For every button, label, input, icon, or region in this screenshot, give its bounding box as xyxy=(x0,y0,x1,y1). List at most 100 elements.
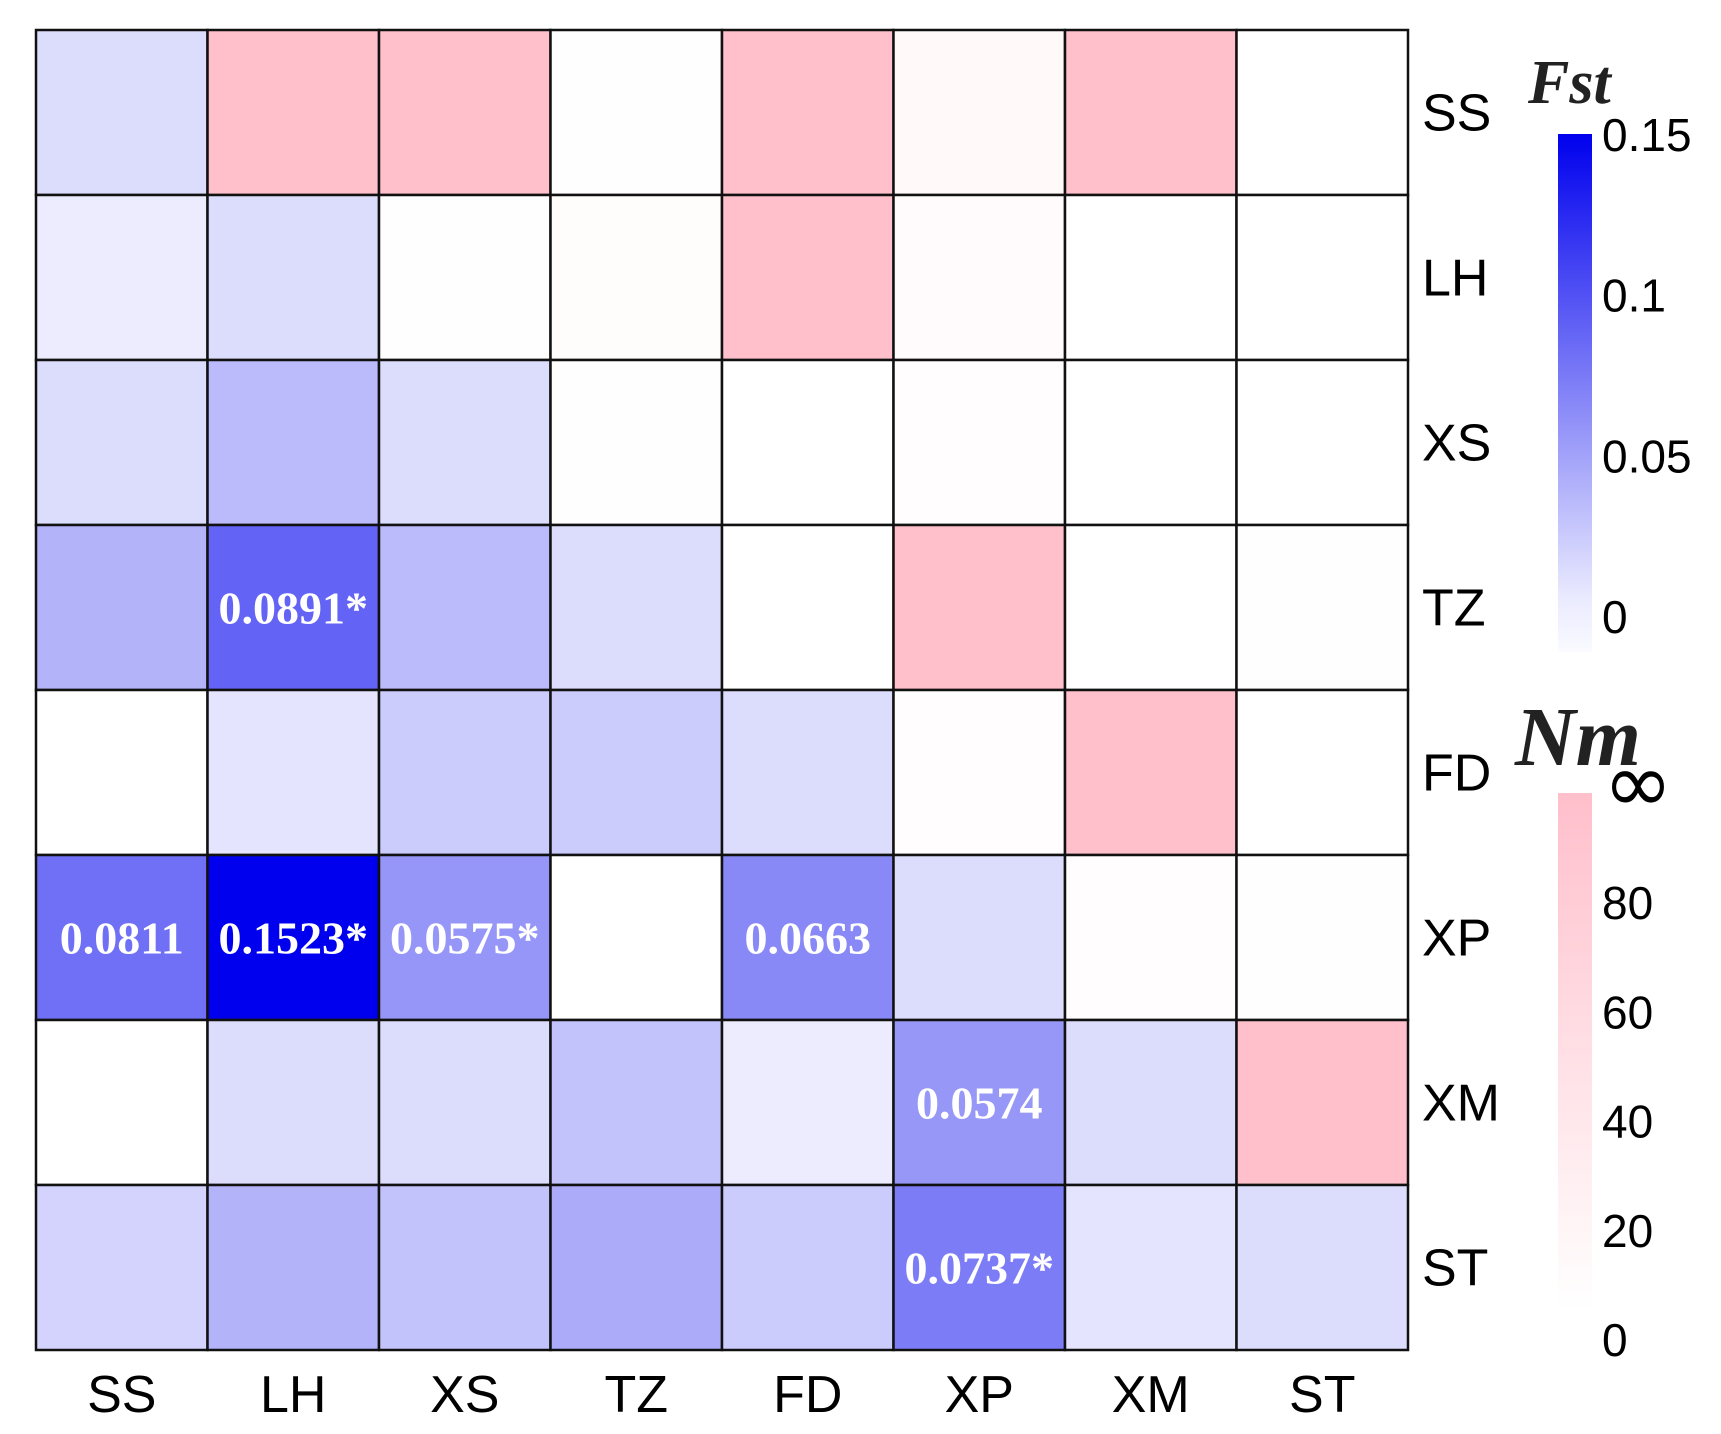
heatmap-cell-XP-XM xyxy=(1063,853,1238,1022)
fst-value-label: 0.0574 xyxy=(916,1078,1043,1129)
heatmap-cell-ST-ST xyxy=(1235,1183,1410,1352)
heatmap-cell-TZ-TZ xyxy=(549,523,724,692)
heatmap-cell-FD-TZ xyxy=(549,688,724,857)
column-label: XM xyxy=(1112,1366,1190,1424)
fst-value-label: 0.0663 xyxy=(745,913,872,964)
heatmap-cell-XS-LH xyxy=(206,358,381,527)
heatmap-cell-LH-XP xyxy=(892,193,1067,362)
heatmap-cell-FD-XS xyxy=(377,688,552,857)
heatmap-cell-LH-FD xyxy=(720,193,895,362)
nm-legend: Nm ∞ 0 20 40 60 80 xyxy=(1514,691,1673,1366)
heatmap-cell-XM-TZ xyxy=(549,1018,724,1187)
heatmap-cell-FD-XP xyxy=(892,688,1067,857)
row-label: XM xyxy=(1422,1075,1500,1133)
fst-value-label: 0.0737* xyxy=(905,1243,1055,1294)
heatmap-cell-SS-LH xyxy=(206,28,381,197)
heatmap-cell-XP-XS xyxy=(377,853,552,1022)
column-label: TZ xyxy=(604,1366,668,1424)
row-label: XS xyxy=(1422,415,1491,473)
nm-legend-tick: 20 xyxy=(1602,1205,1653,1257)
heatmap-cell-ST-FD xyxy=(720,1183,895,1352)
column-label: XP xyxy=(945,1366,1014,1424)
heatmap-cell-LH-TZ xyxy=(549,193,724,362)
heatmap-cell-ST-XM xyxy=(1063,1183,1238,1352)
heatmap-cell-FD-XM xyxy=(1063,688,1238,857)
column-label: SS xyxy=(87,1366,156,1424)
heatmap-cell-TZ-SS xyxy=(34,523,209,692)
fst-value-label: 0.0891* xyxy=(219,583,369,634)
heatmap-cell-XS-XS xyxy=(377,358,552,527)
nm-legend-ticks: 0 20 40 60 80 xyxy=(1602,877,1653,1366)
heatmap-cell-SS-XM xyxy=(1063,28,1238,197)
fst-legend-tick: 0.1 xyxy=(1602,270,1666,322)
heatmap-cell-XP-LH xyxy=(206,853,381,1022)
heatmap-cell-SS-XS xyxy=(377,28,552,197)
heatmap-cell-XM-XS xyxy=(377,1018,552,1187)
heatmap-cell-TZ-XM xyxy=(1063,523,1238,692)
heatmap-cell-XM-XM xyxy=(1063,1018,1238,1187)
nm-color-bar xyxy=(1558,793,1592,1309)
heatmap-cell-SS-FD xyxy=(720,28,895,197)
fst-legend-ticks: 0 0.05 0.1 0.15 xyxy=(1602,109,1692,643)
fst-color-bar xyxy=(1558,134,1592,652)
nm-legend-tick: 80 xyxy=(1602,877,1653,929)
fst-legend-tick: 0.05 xyxy=(1602,430,1692,482)
fst-value-label: 0.0811 xyxy=(60,913,184,964)
column-label: FD xyxy=(773,1366,842,1424)
heatmap-cell-TZ-XP xyxy=(892,523,1067,692)
row-label: XP xyxy=(1422,910,1491,968)
heatmap-cell-FD-SS xyxy=(34,688,209,857)
heatmap-cell-FD-FD xyxy=(720,688,895,857)
row-label: TZ xyxy=(1422,580,1486,638)
row-label: SS xyxy=(1422,85,1491,143)
heatmap-cell-ST-SS xyxy=(34,1183,209,1352)
heatmap-cell-FD-ST xyxy=(1235,688,1410,857)
heatmap-cell-XM-FD xyxy=(720,1018,895,1187)
heatmap-cell-TZ-ST xyxy=(1235,523,1410,692)
heatmap-cell-LH-ST xyxy=(1235,193,1410,362)
heatmap-cells xyxy=(34,28,1410,1352)
heatmap-cell-LH-SS xyxy=(34,193,209,362)
row-label: ST xyxy=(1422,1240,1488,1298)
heatmap-cell-ST-LH xyxy=(206,1183,381,1352)
heatmap-cell-SS-SS xyxy=(34,28,209,197)
heatmap-cell-XM-XP xyxy=(892,1018,1067,1187)
heatmap-cell-TZ-XS xyxy=(377,523,552,692)
heatmap-cell-LH-XM xyxy=(1063,193,1238,362)
fst-value-label: 0.1523* xyxy=(219,913,369,964)
heatmap-cell-LH-LH xyxy=(206,193,381,362)
heatmap-cell-LH-XS xyxy=(377,193,552,362)
heatmap-cell-SS-ST xyxy=(1235,28,1410,197)
heatmap-cell-labels: 0.0891* 0.0811 0.1523* 0.0575* 0.0663 0.0574 0… xyxy=(60,583,1054,1294)
heatmap-cell-XM-LH xyxy=(206,1018,381,1187)
column-label: LH xyxy=(260,1366,326,1424)
fst-legend-title: Fst xyxy=(1527,49,1612,117)
heatmap-cell-TZ-LH xyxy=(206,523,381,692)
fst-value-label: 0.0575* xyxy=(390,913,540,964)
nm-legend-title: Nm xyxy=(1514,691,1641,784)
heatmap-cell-ST-XS xyxy=(377,1183,552,1352)
heatmap-cell-XM-ST xyxy=(1235,1018,1410,1187)
fst-legend-tick: 0 xyxy=(1602,591,1628,643)
heatmap-cell-XP-TZ xyxy=(549,853,724,1022)
heatmap-cell-XS-ST xyxy=(1235,358,1410,527)
row-label: LH xyxy=(1422,250,1488,308)
nm-legend-tick: 0 xyxy=(1602,1314,1628,1366)
heatmap-cell-XS-FD xyxy=(720,358,895,527)
row-labels: SS LH XS TZ FD XP XM ST xyxy=(1422,85,1500,1298)
heatmap-cell-XS-SS xyxy=(34,358,209,527)
heatmap-cell-XM-SS xyxy=(34,1018,209,1187)
fst-legend: Fst 0 0.05 0.1 0.15 xyxy=(1527,49,1692,652)
row-label: FD xyxy=(1422,745,1491,803)
column-label: ST xyxy=(1289,1366,1355,1424)
heatmap-cell-XS-TZ xyxy=(549,358,724,527)
nm-legend-infinity: ∞ xyxy=(1603,734,1673,832)
column-label: XS xyxy=(430,1366,499,1424)
heatmap-cell-XS-XM xyxy=(1063,358,1238,527)
heatmap-cell-XP-SS xyxy=(34,853,209,1022)
nm-legend-tick: 60 xyxy=(1602,986,1653,1038)
heatmap-cell-XP-ST xyxy=(1235,853,1410,1022)
nm-legend-tick: 40 xyxy=(1602,1096,1653,1148)
heatmap-cell-SS-XP xyxy=(892,28,1067,197)
